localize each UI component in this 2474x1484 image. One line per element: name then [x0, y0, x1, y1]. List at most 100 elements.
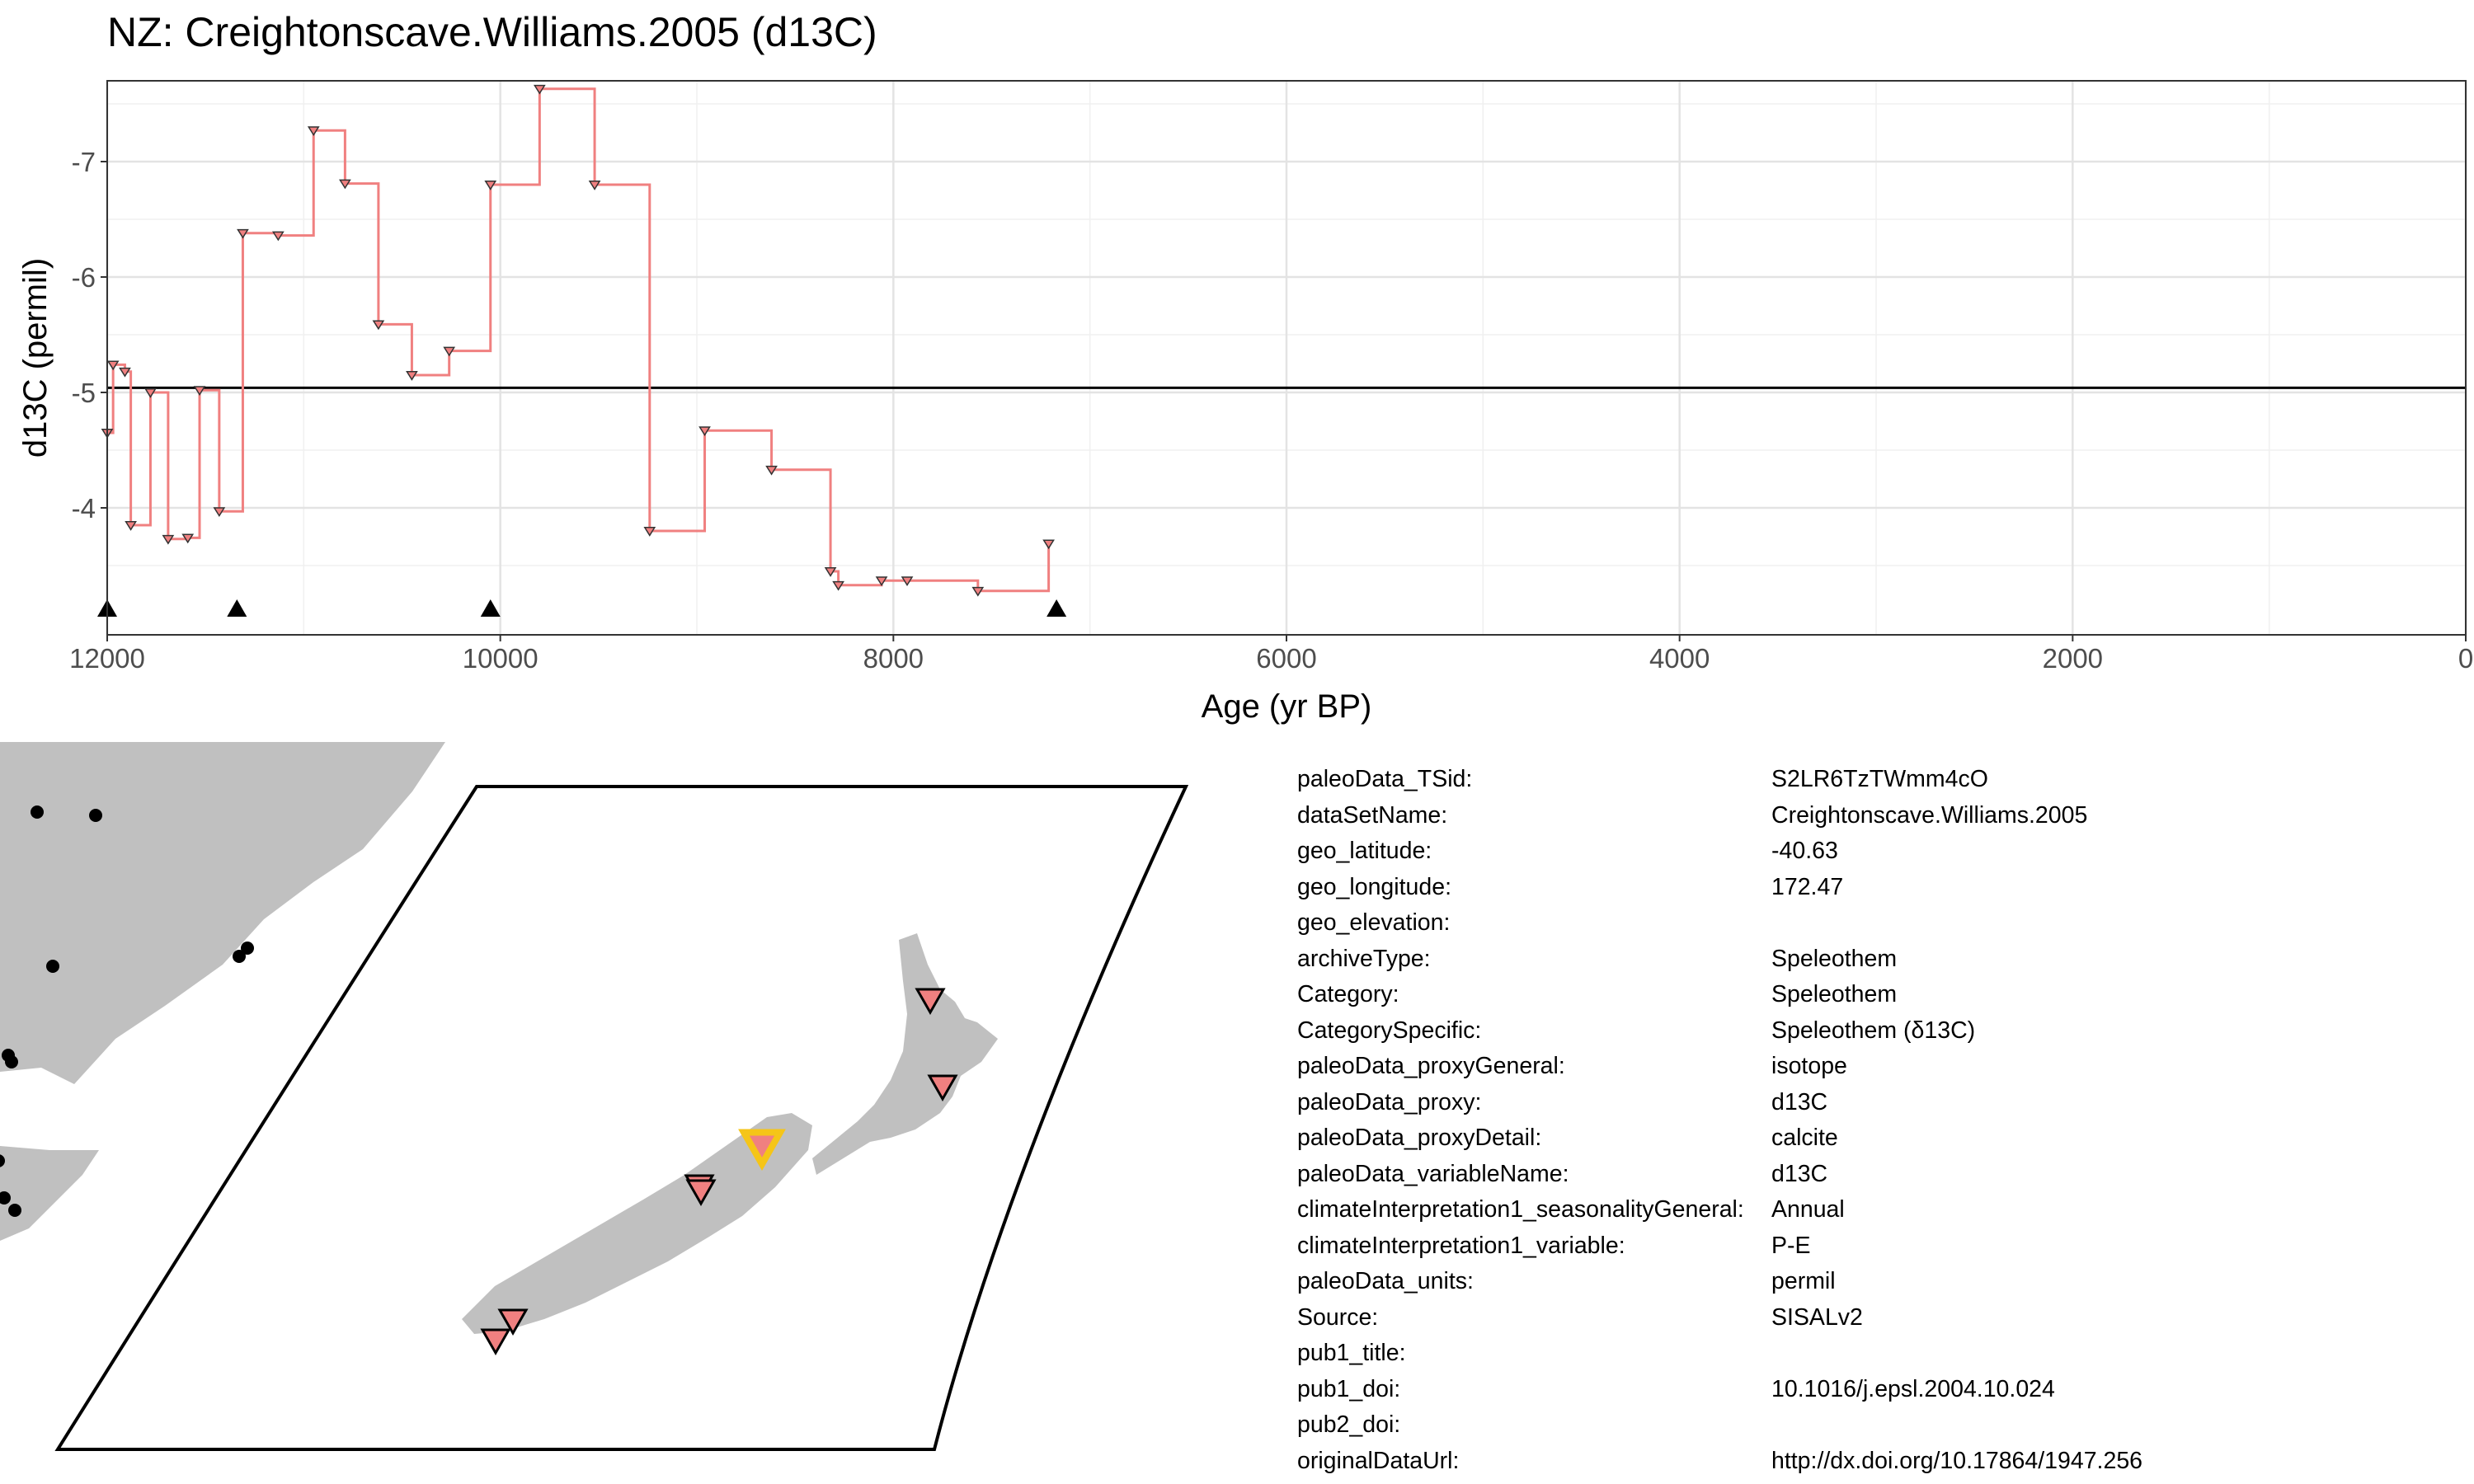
- data-point-marker: [181, 533, 195, 544]
- data-point-marker: [162, 534, 175, 545]
- other-site-dot: [0, 1154, 5, 1167]
- metadata-row: geo_latitude: -40.63: [1297, 838, 2142, 874]
- other-site-dot: [8, 1204, 21, 1217]
- metadata-key: CategorySpecific:: [1297, 1017, 1482, 1044]
- data-point-marker: [698, 426, 711, 437]
- data-point-marker: [193, 386, 206, 397]
- other-site-dot: [31, 805, 44, 819]
- age-control-marker: [227, 599, 247, 617]
- metadata-value: Creightonscave.Williams.2005: [1771, 801, 2088, 829]
- x-axis-label: Age (yr BP): [1202, 688, 1372, 725]
- metadata-key: climateInterpretation1_seasonalityGenera…: [1297, 1196, 1744, 1223]
- x-tick-label: 4000: [1649, 643, 1710, 674]
- metadata-key: paleoData_units:: [1297, 1268, 1474, 1294]
- metadata-value: Speleothem: [1771, 981, 1898, 1007]
- metadata-row: geo_longitude: 172.47: [1297, 874, 2142, 910]
- x-tick-label: 8000: [863, 643, 924, 674]
- metadata-row: paleoData_proxyDetail: calcite: [1297, 1125, 2142, 1161]
- site-map: [0, 742, 1189, 1451]
- y-axis-label: d13C (permil): [17, 258, 54, 458]
- data-point-marker: [125, 521, 137, 531]
- data-point-marker: [119, 367, 131, 378]
- metadata-row: paleoData_proxy: d13C: [1297, 1089, 2142, 1125]
- data-point-marker: [213, 507, 226, 518]
- metadata-key: dataSetName:: [1297, 801, 1448, 829]
- age-control-marker: [1047, 599, 1067, 617]
- metadata-value: d13C: [1771, 1160, 1828, 1187]
- metadata-row: dataSetName: Creightonscave.Williams.2005: [1297, 802, 2142, 838]
- other-site-dot: [89, 809, 102, 822]
- metadata-value: 10.1016/j.epsl.2004.10.024: [1771, 1375, 2055, 1402]
- metadata-key: geo_latitude:: [1297, 838, 1432, 864]
- metadata-key: Source:: [1297, 1303, 1379, 1331]
- metadata-row: paleoData_units: permil: [1297, 1268, 2142, 1304]
- metadata-value: P-E: [1771, 1232, 1811, 1259]
- data-point-marker: [271, 231, 285, 242]
- metadata-key: paleoData_proxyGeneral:: [1297, 1053, 1565, 1079]
- metadata-key: geo_longitude:: [1297, 873, 1452, 900]
- site-marker: [685, 1179, 717, 1207]
- other-site-dot: [0, 1191, 11, 1205]
- metadata-key: paleoData_TSid:: [1297, 766, 1473, 792]
- site-marker: [927, 1074, 958, 1102]
- metadata-key: paleoData_proxyDetail:: [1297, 1125, 1542, 1151]
- age-control-marker: [480, 599, 501, 617]
- metadata-value: -40.63: [1771, 838, 1838, 864]
- site-marker: [497, 1308, 529, 1336]
- north-island-landmass: [812, 933, 998, 1175]
- metadata-key: pub1_title:: [1297, 1340, 1406, 1366]
- site-marker: [915, 988, 946, 1016]
- data-point-marker: [765, 465, 778, 476]
- metadata-value: Annual: [1771, 1196, 1845, 1223]
- metadata-value: Speleothem: [1771, 945, 1898, 972]
- data-point-marker: [643, 527, 656, 537]
- australia-landmass: [0, 742, 445, 1084]
- metadata-row: geo_elevation:: [1297, 909, 2142, 946]
- metadata-key: Category:: [1297, 981, 1399, 1007]
- y-tick-label: -7: [72, 147, 96, 177]
- metadata-value: S2LR6TzTWmm4cO: [1771, 766, 1988, 792]
- x-tick-label: 12000: [69, 643, 145, 674]
- metadata-value: http://dx.doi.org/10.17864/1947.256: [1771, 1447, 2143, 1474]
- data-point-marker: [875, 576, 888, 587]
- data-point-marker: [406, 371, 418, 381]
- metadata-row: CategorySpecific: Speleothem (δ13C): [1297, 1017, 2142, 1054]
- x-tick-label: 0: [2458, 643, 2473, 674]
- metadata-row: paleoData_TSid: S2LR6TzTWmm4cO: [1297, 766, 2142, 802]
- data-point-marker: [106, 360, 120, 371]
- data-point-marker: [372, 320, 385, 331]
- metadata-row: climateInterpretation1_variable: P-E: [1297, 1233, 2142, 1269]
- other-site-dot: [233, 950, 246, 963]
- site-marker: [480, 1328, 511, 1356]
- metadata-table: paleoData_TSid: S2LR6TzTWmm4cO dataSetName…: [1297, 766, 2142, 1483]
- metadata-row: Category: Speleothem: [1297, 981, 2142, 1017]
- data-point-marker: [237, 228, 249, 239]
- y-tick-label: -4: [72, 493, 96, 524]
- metadata-value: permil: [1771, 1268, 1836, 1294]
- y-tick-label: -6: [72, 262, 96, 293]
- other-site-dot: [5, 1055, 18, 1068]
- metadata-row: archiveType: Speleothem: [1297, 946, 2142, 982]
- metadata-key: paleoData_proxy:: [1297, 1088, 1482, 1115]
- metadata-value: isotope: [1771, 1053, 1847, 1079]
- metadata-value: 172.47: [1771, 873, 1844, 900]
- metadata-key: originalDataUrl:: [1297, 1447, 1460, 1474]
- metadata-row: climateInterpretation1_seasonalityGenera…: [1297, 1196, 2142, 1233]
- metadata-key: pub1_doi:: [1297, 1375, 1401, 1402]
- map-region-outline: [54, 785, 1189, 1451]
- metadata-value: Speleothem (δ13C): [1771, 1017, 1976, 1044]
- data-point-marker: [339, 179, 351, 190]
- data-point-marker: [443, 346, 456, 357]
- x-tick-label: 2000: [2043, 643, 2103, 674]
- metadata-row: pub1_title:: [1297, 1340, 2142, 1376]
- south-island-landmass: [462, 1113, 812, 1334]
- page-title: NZ: Creightonscave.Williams.2005 (d13C): [107, 9, 877, 55]
- data-point-marker: [824, 567, 837, 577]
- metadata-value: SISALv2: [1771, 1303, 1863, 1331]
- highlighted-site-marker: [738, 1129, 786, 1172]
- x-tick-label: 10000: [463, 643, 539, 674]
- metadata-value: calcite: [1771, 1125, 1838, 1151]
- y-tick-label: -5: [72, 378, 96, 408]
- d13c-chart: 12000 10000 8000 6000 4000 2000 0 -7 -6 -5 -4 Age…: [17, 80, 2473, 725]
- data-point-marker: [901, 576, 914, 587]
